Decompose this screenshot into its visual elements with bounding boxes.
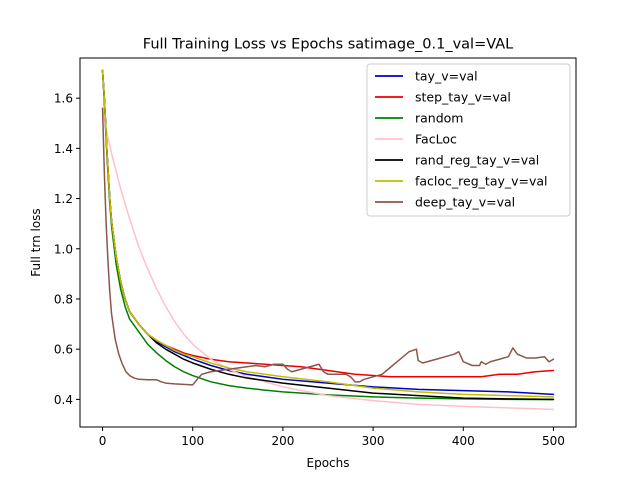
series-line-5 [101,69,555,398]
x-tick-label: 0 [99,434,107,448]
legend-label-4: rand_reg_tay_v=val [415,153,539,168]
chart-title: Full Training Loss vs Epochs satimage_0.… [143,37,513,53]
y-tick-label: 1.2 [54,192,73,206]
y-tick-label: 1.4 [54,142,73,156]
legend-label-1: step_tay_v=val [415,90,511,105]
legend-box [366,63,571,217]
plot-frame [79,57,577,428]
x-tick-label: 300 [362,434,385,448]
legend-label-6: deep_tay_v=val [415,195,515,210]
y-tick-label: 0.8 [54,292,73,306]
y-tick-label: 1.6 [54,92,73,106]
y-tick-label: 0.6 [54,343,73,357]
legend-label-0: tay_v=val [415,69,478,84]
y-tick-label: 1.0 [54,242,73,256]
series-layer [101,69,555,411]
x-tick-label: 100 [181,434,204,448]
y-axis: 0.4 0.6 0.8 1.0 1.2 1.4 1.6 [54,92,80,407]
legend-label-5: facloc_reg_tay_v=val [415,174,548,189]
series-line-3 [101,107,555,411]
y-axis-title: Full trn loss [29,208,43,276]
legend-label-3: FacLoc [415,132,457,147]
x-tick-label: 200 [271,434,294,448]
x-tick-label: 400 [452,434,475,448]
x-axis-title: Epochs [307,456,350,470]
legend-label-2: random [415,111,463,126]
x-axis: 0 100 200 300 400 500 [99,427,565,448]
x-tick-label: 500 [542,434,565,448]
series-line-6 [101,107,555,386]
plot-area [79,57,577,428]
y-tick-label: 0.4 [54,393,73,407]
